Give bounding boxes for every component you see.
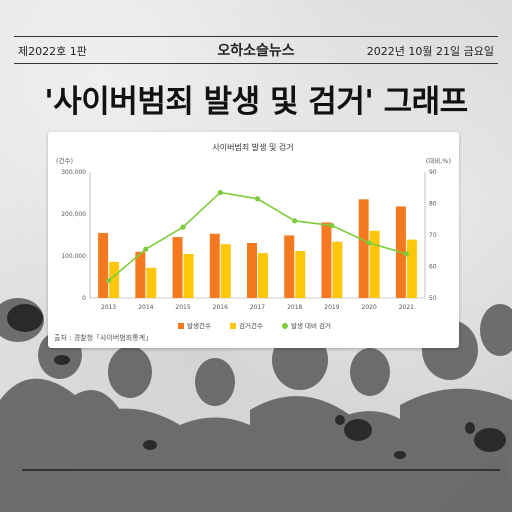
legend-swatch [282, 323, 288, 329]
left-axis-unit: (건수) [56, 156, 73, 165]
bar-arrest [369, 230, 380, 298]
x-tick-label: 2020 [362, 304, 377, 311]
issue-number: 제2022호 1판 [18, 45, 87, 58]
right-tick-label: 90 [429, 169, 437, 176]
left-tick-label: 100,000 [61, 253, 86, 260]
paper-name: 오하소슬뉴스 [217, 43, 295, 59]
x-tick-label: 2014 [138, 304, 153, 311]
right-tick-label: 50 [429, 295, 437, 302]
right-tick-label: 80 [429, 201, 437, 208]
bar-arrest [258, 253, 268, 298]
left-tick-label: 200,000 [61, 211, 86, 218]
bar-occurrence [172, 237, 183, 298]
right-tick-label: 70 [429, 232, 437, 239]
bar-occurrence [98, 232, 109, 298]
bar-arrest [183, 253, 194, 298]
legend: 발생건수 검거건수 발생 대비 검거 [178, 321, 331, 330]
bar-occurrence [284, 235, 295, 298]
ratio-point [217, 189, 223, 196]
x-tick-label: 2013 [101, 304, 116, 311]
bar-occurrence [247, 242, 257, 298]
bar-occurrence [321, 222, 332, 298]
ratio-point [403, 251, 409, 257]
masthead-top-rule [14, 36, 498, 37]
legend-swatch [230, 323, 236, 329]
masthead-bottom-rule [14, 63, 498, 64]
ratio-point [292, 218, 298, 224]
left-tick-label: 300,000 [61, 169, 86, 176]
bar-arrest [295, 250, 306, 298]
ratio-point [180, 224, 186, 230]
legend-swatch [178, 323, 184, 329]
x-tick-label: 2016 [213, 304, 228, 311]
legend-label: 발생건수 [187, 321, 211, 330]
chart: 사이버범죄 발생 및 검거 (건수) (대비,%) 0 100,000 200,00… [56, 142, 451, 330]
right-axis-unit: (대비,%) [426, 156, 451, 165]
x-tick-label: 2015 [175, 304, 190, 311]
bar-arrest [406, 239, 417, 298]
bar-arrest [332, 241, 343, 298]
right-tick-label: 60 [429, 264, 437, 271]
bar-arrest [109, 261, 120, 298]
bar-arrest [146, 267, 157, 298]
bar-occurrence [209, 233, 220, 298]
x-tick-label: 2021 [399, 304, 414, 311]
bar-occurrence [135, 251, 146, 298]
chart-title: 사이버범죄 발생 및 검거 [212, 142, 293, 152]
ratio-point [143, 246, 149, 252]
bar-occurrence [358, 199, 369, 298]
left-tick-label: 0 [82, 295, 86, 302]
chart-card: 사이버범죄 발생 및 검거 (건수) (대비,%) 0 100,000 200,00… [48, 132, 459, 348]
x-tick-label: 2019 [324, 304, 339, 311]
ratio-point [106, 278, 112, 284]
ratio-point [254, 196, 261, 202]
legend-label: 발생 대비 검거 [291, 321, 331, 330]
masthead: 제2022호 1판 오하소슬뉴스 2022년 10월 21일 금요일 [14, 38, 498, 62]
x-tick-label: 2017 [250, 304, 265, 311]
headline: '사이버범죄 발생 및 검거' 그래프 [44, 84, 468, 120]
source-note: 출처 : 경찰청「사이버범죄통계」 [54, 334, 153, 342]
x-tick-label: 2018 [287, 304, 302, 311]
legend-label: 검거건수 [239, 321, 263, 330]
ratio-point [329, 222, 335, 229]
issue-date: 2022년 10월 21일 금요일 [366, 45, 494, 58]
plot-area: 0 100,000 200,000 300,000 50 60 70 80 90 2013 2014… [61, 169, 437, 311]
bar-arrest [220, 244, 231, 298]
ratio-point [366, 240, 372, 246]
